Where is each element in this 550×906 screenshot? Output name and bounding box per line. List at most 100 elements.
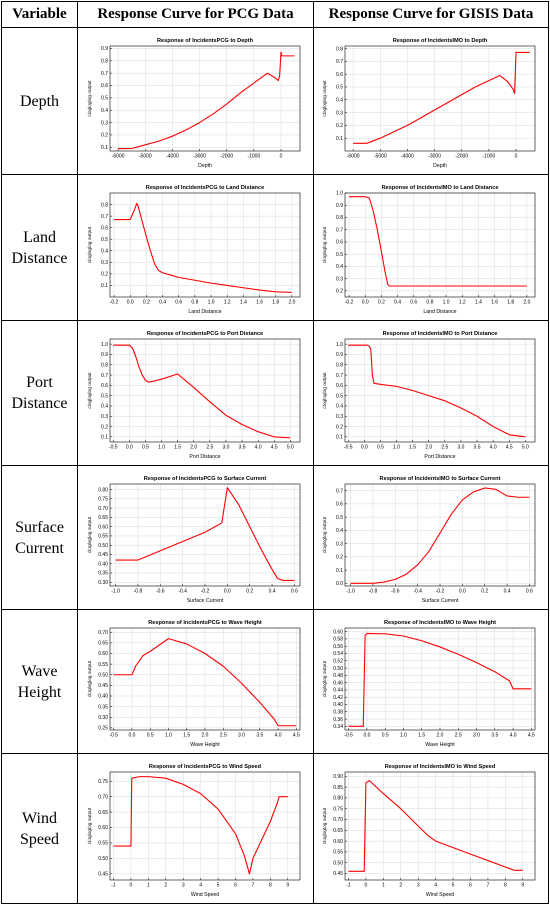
y-tick-label: 0.3 <box>101 120 108 126</box>
pcg-response-chart: Response of IncidentsPCG to Land Distanc… <box>87 185 300 315</box>
y-tick-label: 0.1 <box>101 283 108 289</box>
y-tick-label: 0.9 <box>336 352 343 358</box>
x-tick-label: -3000 <box>428 153 441 159</box>
y-tick-label: 0.45 <box>333 871 343 877</box>
plot-frame <box>344 45 536 151</box>
x-tick-label: 3.5 <box>474 444 481 450</box>
chart-title: Response of IncidentsPCG to Surface Curr… <box>143 476 266 482</box>
y-tick-label: 0.75 <box>98 496 108 502</box>
y-tick-label: 0.50 <box>98 672 108 678</box>
x-axis-label: Wave Height <box>425 742 455 748</box>
y-tick-label: 0.4 <box>336 403 343 409</box>
y-tick-label: 0.9 <box>336 202 343 208</box>
x-tick-label: 2.5 <box>219 732 226 738</box>
gisis-chart-cell: Response of IncidentsIMO to Port Distanc… <box>313 320 549 466</box>
response-curve <box>113 637 296 726</box>
plot-frame <box>109 45 300 151</box>
plot-frame <box>344 627 536 730</box>
x-tick-label: 2.5 <box>441 444 448 450</box>
y-axis-label: clogloglog output <box>87 371 93 408</box>
x-tick-label: 2.0 <box>437 732 444 738</box>
x-tick-label: -3000 <box>193 153 206 159</box>
x-tick-label: 1 <box>382 882 385 888</box>
y-tick-label: 0.48 <box>333 673 343 679</box>
x-tick-label: 1.4 <box>239 299 246 305</box>
y-tick-label: 0.1 <box>336 135 343 141</box>
x-tick-label: -2000 <box>220 153 233 159</box>
y-tick-label: 0.2 <box>336 424 343 430</box>
x-tick-label: -2000 <box>455 153 468 159</box>
x-axis-label: Wind Speed <box>190 892 218 898</box>
y-tick-label: 0.34 <box>333 724 343 730</box>
y-tick-label: 0.70 <box>98 794 108 800</box>
pcg-response-chart: Response of IncidentsPCG to Surface Curr… <box>87 476 300 604</box>
x-tick-label: 1.5 <box>409 444 416 450</box>
x-tick-label: 6 <box>469 882 472 888</box>
x-tick-label: 2.0 <box>288 299 295 305</box>
chart-title: Response of IncidentsPCG to Port Distanc… <box>146 331 262 337</box>
y-axis-label: clogloglog output <box>322 807 328 844</box>
y-tick-label: 0.6 <box>336 501 343 507</box>
x-tick-label: -0.2 <box>345 299 354 305</box>
x-axis-label: Wave Height <box>190 742 220 748</box>
response-curve <box>353 51 530 144</box>
y-tick-label: 0.5 <box>101 236 108 242</box>
response-curve <box>348 344 526 437</box>
y-tick-label: 0.55 <box>98 840 108 846</box>
gisis-response-chart: Response of IncidentsIMO to Depth -6000 -5… <box>322 38 536 169</box>
x-tick-label: 0.0 <box>126 299 133 305</box>
y-tick-label: 0.1 <box>336 434 343 440</box>
x-tick-label: 1.5 <box>174 444 181 450</box>
x-tick-label: -5000 <box>138 153 151 159</box>
x-tick-label: 1.0 <box>207 299 214 305</box>
x-tick-label: 0.4 <box>394 299 401 305</box>
y-axis-label: clogloglog output <box>322 516 328 553</box>
y-tick-label: 0.5 <box>101 393 108 399</box>
y-tick-label: 0.2 <box>101 132 108 138</box>
pcg-chart-cell: Response of IncidentsPCG to Surface Curr… <box>77 465 314 610</box>
y-tick-label: 0.40 <box>98 693 108 699</box>
x-tick-label: 1.5 <box>418 732 425 738</box>
x-tick-label: 2.5 <box>206 444 213 450</box>
x-tick-label: 8 <box>504 882 507 888</box>
y-tick-label: 0.60 <box>98 825 108 831</box>
y-tick-label: 0.45 <box>98 871 108 877</box>
x-tick-label: -0.6 <box>391 588 400 594</box>
y-tick-label: 0.8 <box>101 58 108 64</box>
plot-frame <box>344 338 536 442</box>
gisis-response-chart: Response of IncidentsIMO to Surface Curr… <box>322 476 536 604</box>
y-tick-label: 0.25 <box>98 725 108 731</box>
x-tick-label: 0.8 <box>191 299 198 305</box>
x-tick-label: 0.6 <box>526 588 533 594</box>
x-tick-label: -0.5 <box>109 732 118 738</box>
x-tick-label: 0.0 <box>459 588 466 594</box>
chart-title: Response of IncidentsIMO to Surface Curr… <box>380 476 501 482</box>
y-tick-label: 0.50 <box>333 665 343 671</box>
y-tick-label: 0.46 <box>333 680 343 686</box>
x-tick-label: 7 <box>487 882 490 888</box>
y-tick-label: 0.44 <box>333 687 343 693</box>
y-tick-label: 0.4 <box>101 248 108 254</box>
y-tick-label: 0.65 <box>98 809 108 815</box>
y-tick-label: 0.56 <box>333 643 343 649</box>
y-tick-label: 0.50 <box>333 860 343 866</box>
x-tick-label: 3.0 <box>473 732 480 738</box>
pcg-response-chart: Response of IncidentsPCG to Depth -6000 -5… <box>87 38 300 169</box>
x-tick-label: -0.5 <box>344 732 353 738</box>
y-tick-label: 0.7 <box>336 372 343 378</box>
y-tick-label: 0.55 <box>333 849 343 855</box>
response-curve <box>350 486 530 584</box>
x-tick-label: -1000 <box>247 153 260 159</box>
y-tick-label: 0.0 <box>336 581 343 587</box>
x-tick-label: 4.0 <box>274 732 281 738</box>
y-tick-label: 0.5 <box>336 393 343 399</box>
y-tick-label: 0.65 <box>333 828 343 834</box>
x-tick-label: -0.4 <box>178 588 187 594</box>
x-tick-label: 2 <box>164 882 167 888</box>
gisis-response-chart: Response of IncidentsIMO to Wind Speed -1… <box>322 764 536 898</box>
x-tick-label: -0.8 <box>369 588 378 594</box>
x-axis-label: Wind Speed <box>426 892 454 898</box>
y-axis-label: clogloglog output <box>87 660 93 697</box>
x-tick-label: 1.0 <box>400 732 407 738</box>
